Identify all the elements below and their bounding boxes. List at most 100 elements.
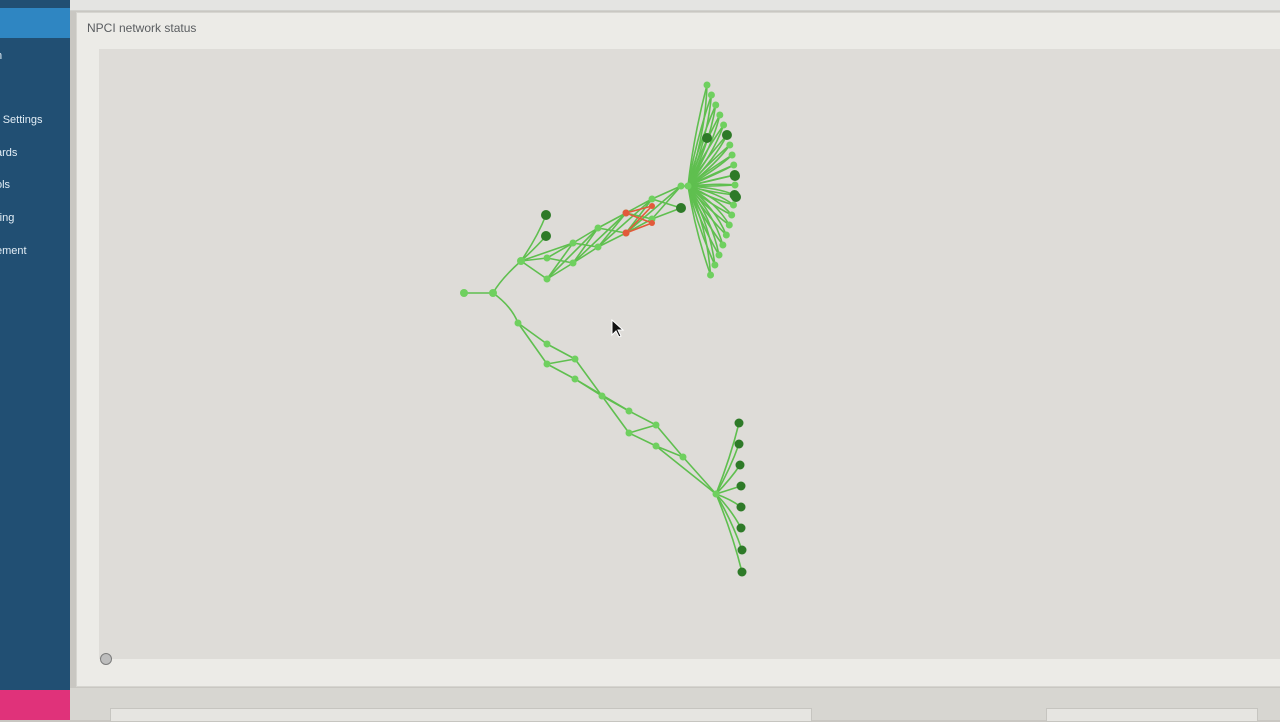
graph-node[interactable]: [730, 171, 740, 181]
graph-edge: [546, 343, 576, 360]
graph-edge: [628, 424, 657, 434]
sidebar-item-tools[interactable]: ols: [0, 179, 11, 191]
sidebar-item-management[interactable]: ement: [0, 245, 27, 257]
sidebar-bottom-accent: [0, 690, 70, 720]
graph-node[interactable]: [571, 375, 579, 383]
graph-node[interactable]: [649, 220, 655, 226]
graph-edge: [520, 260, 548, 280]
graph-edge: [546, 363, 576, 380]
graph-node[interactable]: [719, 241, 727, 249]
graph-node[interactable]: [541, 231, 551, 241]
graph-node[interactable]: [543, 275, 551, 283]
graph-node[interactable]: [703, 81, 711, 89]
graph-node[interactable]: [737, 567, 747, 577]
graph-edge: [517, 322, 548, 345]
graph-node[interactable]: [736, 481, 746, 491]
graph-node[interactable]: [543, 340, 551, 348]
graph-node[interactable]: [569, 239, 577, 247]
graph-node[interactable]: [707, 91, 715, 99]
graph-node[interactable]: [460, 289, 468, 297]
graph-edge: [546, 242, 574, 280]
graph-edge: [625, 185, 682, 234]
top-bar: [70, 0, 1280, 11]
graph-edge: [492, 260, 522, 294]
graph-edge: [601, 395, 630, 412]
network-status-panel: NPCI network status: [76, 12, 1280, 687]
graph-node[interactable]: [721, 130, 732, 140]
graph-node[interactable]: [517, 257, 525, 265]
graph-node[interactable]: [571, 355, 579, 363]
graph-node[interactable]: [598, 392, 606, 400]
graph-edge: [572, 212, 627, 264]
graph-node[interactable]: [677, 182, 685, 190]
sidebar-item-1[interactable]: n: [0, 50, 70, 62]
graph-node[interactable]: [736, 502, 746, 512]
graph-edge: [572, 227, 599, 264]
graph-edge: [687, 185, 712, 276]
network-graph-canvas[interactable]: [99, 49, 1280, 659]
graph-node[interactable]: [569, 259, 577, 267]
graph-node[interactable]: [716, 111, 724, 119]
graph-node[interactable]: [726, 141, 734, 149]
footer-bar: [70, 688, 1280, 722]
graph-node[interactable]: [489, 289, 497, 297]
sidebar-item-dashboards[interactable]: ards: [0, 147, 18, 159]
graph-edge: [687, 185, 712, 276]
sidebar-item-settings[interactable]: r Settings: [0, 114, 43, 126]
graph-edge: [546, 358, 576, 365]
graph-edge: [651, 185, 682, 200]
graph-edge: [517, 322, 548, 365]
graph-node[interactable]: [725, 221, 733, 229]
panel-title: NPCI network status: [87, 21, 197, 35]
graph-node[interactable]: [594, 224, 602, 232]
graph-edge: [574, 358, 603, 397]
graph-node[interactable]: [543, 254, 551, 262]
graph-node[interactable]: [648, 195, 656, 203]
zoom-reset-icon[interactable]: [100, 653, 112, 665]
network-graph[interactable]: [99, 49, 1280, 659]
graph-node[interactable]: [622, 209, 630, 217]
graph-node[interactable]: [649, 203, 655, 209]
graph-edge: [687, 154, 733, 187]
graph-node[interactable]: [737, 545, 747, 555]
graph-node[interactable]: [730, 161, 738, 169]
graph-node[interactable]: [720, 121, 728, 129]
sidebar-active-item[interactable]: [0, 8, 70, 38]
graph-node[interactable]: [594, 243, 602, 251]
graph-node[interactable]: [711, 261, 719, 269]
mouse-cursor-icon: [611, 319, 625, 338]
graph-node[interactable]: [707, 271, 715, 279]
sidebar: n r Settings ards ols ring ement: [0, 0, 70, 720]
graph-node[interactable]: [712, 490, 720, 498]
graph-edge: [628, 432, 657, 447]
graph-node[interactable]: [543, 360, 551, 368]
graph-node[interactable]: [715, 251, 723, 259]
graph-node[interactable]: [652, 421, 660, 429]
graph-node[interactable]: [731, 192, 741, 202]
graph-node[interactable]: [625, 407, 633, 415]
graph-node[interactable]: [712, 101, 720, 109]
graph-node[interactable]: [625, 429, 633, 437]
graph-node[interactable]: [734, 439, 744, 449]
graph-edge: [687, 134, 728, 187]
graph-node[interactable]: [622, 229, 630, 237]
graph-node[interactable]: [734, 418, 744, 428]
graph-node[interactable]: [731, 181, 739, 189]
graph-edge: [546, 227, 599, 280]
graph-node[interactable]: [676, 203, 686, 213]
graph-edge: [682, 456, 717, 495]
graph-node[interactable]: [728, 211, 736, 219]
graph-node[interactable]: [684, 182, 692, 190]
graph-node[interactable]: [729, 201, 737, 209]
sidebar-item-monitoring[interactable]: ring: [0, 212, 15, 224]
graph-edge: [655, 445, 717, 495]
graph-node[interactable]: [736, 523, 746, 533]
graph-node[interactable]: [652, 442, 660, 450]
graph-node[interactable]: [702, 133, 712, 143]
graph-node[interactable]: [514, 319, 522, 327]
graph-node[interactable]: [679, 453, 687, 461]
graph-node[interactable]: [722, 231, 730, 239]
graph-node[interactable]: [541, 210, 551, 220]
graph-node[interactable]: [728, 151, 736, 159]
graph-node[interactable]: [735, 460, 745, 470]
